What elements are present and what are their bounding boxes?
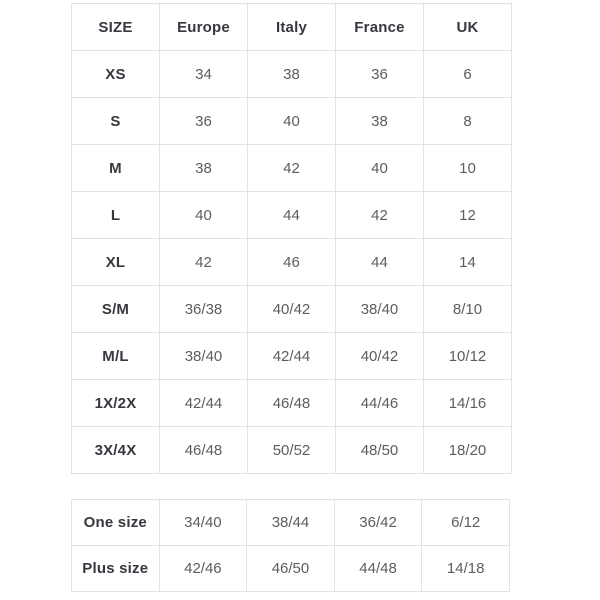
row-label: 3X/4X: [71, 426, 160, 474]
column-header-italy: Italy: [247, 3, 336, 51]
row-label: XS: [71, 50, 160, 98]
column-header-size: SIZE: [71, 3, 160, 51]
size-value-cell: 36/38: [159, 285, 248, 333]
size-value-cell: 38: [335, 97, 424, 145]
table-row: 3X/4X 46/48 50/52 48/50 18/20: [71, 426, 512, 474]
size-value-cell: 40: [247, 97, 336, 145]
table-row: S 36 40 38 8: [71, 97, 512, 145]
size-value-cell: 40/42: [247, 285, 336, 333]
size-value-cell: 14/16: [423, 379, 512, 427]
size-value-cell: 40/42: [335, 332, 424, 380]
size-value-cell: 10/12: [423, 332, 512, 380]
row-label: XL: [71, 238, 160, 286]
size-value-cell: 40: [159, 191, 248, 239]
table-row: Plus size 42/46 46/50 44/48 14/18: [71, 545, 510, 592]
size-value-cell: 8/10: [423, 285, 512, 333]
row-label: M/L: [71, 332, 160, 380]
size-value-cell: 42/44: [247, 332, 336, 380]
column-header-france: France: [335, 3, 424, 51]
size-value-cell: 38/40: [159, 332, 248, 380]
size-value-cell: 44: [335, 238, 424, 286]
size-value-cell: 36/42: [333, 499, 423, 546]
size-value-cell: 42/46: [158, 545, 248, 592]
size-value-cell: 42: [159, 238, 248, 286]
row-label: M: [71, 144, 160, 192]
row-label: S: [71, 97, 160, 145]
size-value-cell: 12: [423, 191, 512, 239]
size-value-cell: 34: [159, 50, 248, 98]
table-row: One size 34/40 38/44 36/42 6/12: [71, 499, 510, 546]
table-row: XL 42 46 44 14: [71, 238, 512, 286]
size-value-cell: 48/50: [335, 426, 424, 474]
size-value-cell: 38: [247, 50, 336, 98]
size-value-cell: 46/50: [246, 545, 335, 592]
row-label: S/M: [71, 285, 160, 333]
table-row: S/M 36/38 40/42 38/40 8/10: [71, 285, 512, 333]
table-row: 1X/2X 42/44 46/48 44/46 14/16: [71, 379, 512, 427]
size-value-cell: 6/12: [421, 499, 510, 546]
size-value-cell: 38/44: [246, 499, 335, 546]
size-conversion-table: SIZE Europe Italy France UK XS 34 38 36 …: [71, 3, 512, 474]
row-label: Plus size: [71, 545, 160, 592]
table-row: M/L 38/40 42/44 40/42 10/12: [71, 332, 512, 380]
table-header-row: SIZE Europe Italy France UK: [71, 3, 512, 51]
size-value-cell: 14: [423, 238, 512, 286]
table-row: XS 34 38 36 6: [71, 50, 512, 98]
size-value-cell: 50/52: [247, 426, 336, 474]
size-value-cell: 38/40: [335, 285, 424, 333]
size-value-cell: 14/18: [421, 545, 510, 592]
row-label: L: [71, 191, 160, 239]
size-value-cell: 34/40: [158, 499, 248, 546]
size-value-cell: 6: [423, 50, 512, 98]
row-label: 1X/2X: [71, 379, 160, 427]
size-value-cell: 46/48: [159, 426, 248, 474]
size-value-cell: 42: [335, 191, 424, 239]
size-value-cell: 36: [335, 50, 424, 98]
table-row: L 40 44 42 12: [71, 191, 512, 239]
special-sizes-table: One size 34/40 38/44 36/42 6/12 Plus siz…: [71, 499, 510, 592]
size-value-cell: 10: [423, 144, 512, 192]
size-value-cell: 38: [159, 144, 248, 192]
size-value-cell: 44: [247, 191, 336, 239]
size-value-cell: 8: [423, 97, 512, 145]
column-header-uk: UK: [423, 3, 512, 51]
column-header-europe: Europe: [159, 3, 248, 51]
size-value-cell: 46/48: [247, 379, 336, 427]
table-row: M 38 42 40 10: [71, 144, 512, 192]
size-value-cell: 42: [247, 144, 336, 192]
size-value-cell: 40: [335, 144, 424, 192]
size-value-cell: 36: [159, 97, 248, 145]
size-value-cell: 46: [247, 238, 336, 286]
size-value-cell: 44/48: [333, 545, 423, 592]
size-value-cell: 42/44: [159, 379, 248, 427]
size-value-cell: 18/20: [423, 426, 512, 474]
size-value-cell: 44/46: [335, 379, 424, 427]
row-label: One size: [71, 499, 160, 546]
